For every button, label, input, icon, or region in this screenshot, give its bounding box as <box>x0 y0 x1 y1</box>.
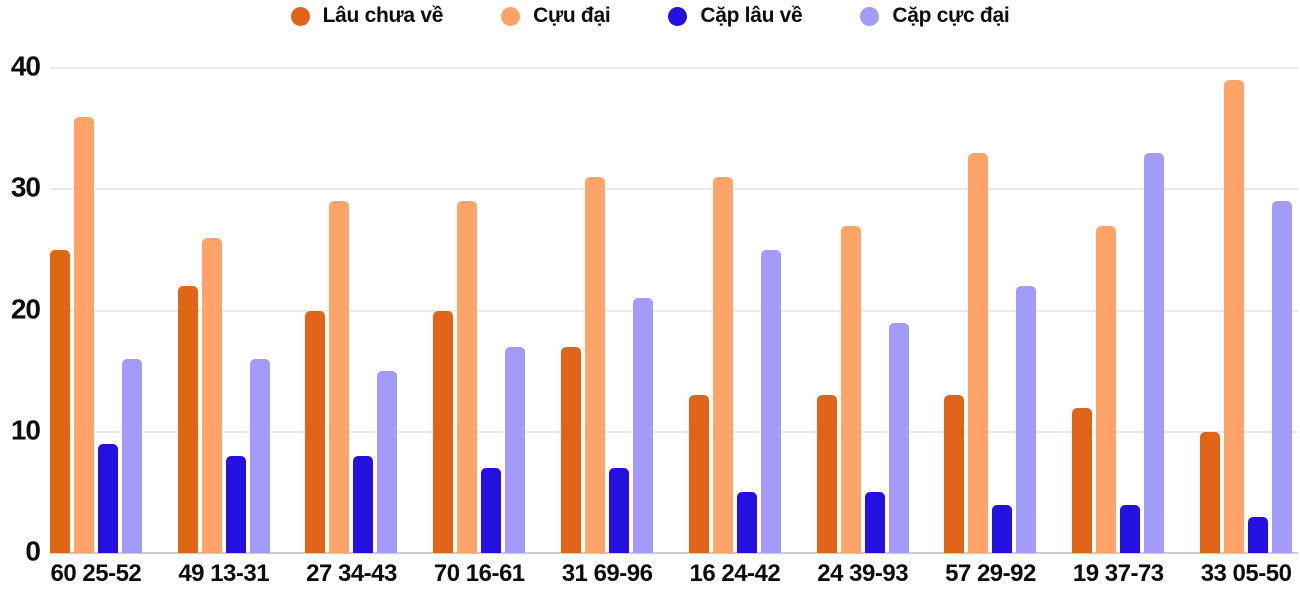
y-axis-tick-label: 30 <box>10 171 41 203</box>
bar-series-2 <box>73 116 94 553</box>
x-axis-category-label: 27 34-43 <box>306 560 397 587</box>
gridline <box>50 430 1298 433</box>
x-axis-category-label: 24 39-93 <box>817 560 909 587</box>
bar-group: 60 25-52 <box>32 68 160 587</box>
bar-group: 31 69-96 <box>543 68 671 587</box>
bar-series-3 <box>481 468 502 553</box>
bar-series-2 <box>840 225 861 553</box>
bar-series-2 <box>585 177 606 553</box>
bar-group: 19 37-73 <box>1054 68 1182 587</box>
legend-label: Cặp lâu về <box>700 4 803 27</box>
bar-series-2 <box>329 201 350 553</box>
legend-label: Cặp cực đại <box>892 4 1010 27</box>
bar-series-1 <box>49 249 70 553</box>
bar-cluster <box>671 68 799 553</box>
bar-series-4 <box>121 359 142 553</box>
bar-series-4 <box>1144 152 1165 553</box>
bar-series-4 <box>888 322 909 553</box>
bar-group: 57 29-92 <box>927 68 1055 587</box>
bar-group: 27 34-43 <box>288 68 416 587</box>
bar-cluster <box>160 68 288 553</box>
plot-area: 60 25-52 49 13-31 27 34-43 70 16-61 31 69-96… <box>49 67 1298 587</box>
gridline <box>50 188 1298 191</box>
bar-series-2 <box>457 201 478 553</box>
bar-series-1 <box>305 310 326 553</box>
bar-cluster <box>415 68 543 553</box>
x-axis-category-label: 49 13-31 <box>178 560 270 587</box>
bar-series-1 <box>561 346 582 553</box>
bar-series-4 <box>633 298 654 553</box>
x-axis-category-label: 31 69-96 <box>561 560 653 587</box>
bar-cluster <box>288 68 416 553</box>
bar-series-2 <box>712 177 733 553</box>
chart-legend: Lâu chưa về Cựu đại Cặp lâu về Cặp cực đại <box>0 4 1300 28</box>
bar-groups: 60 25-52 49 13-31 27 34-43 70 16-61 31 69-96… <box>32 68 1300 587</box>
bar-cluster <box>1182 68 1300 553</box>
bar-series-4 <box>1272 201 1293 553</box>
bar-series-1 <box>816 395 837 553</box>
legend-marker-circle-icon <box>668 6 688 26</box>
gridline <box>50 309 1298 312</box>
bar-series-4 <box>1016 286 1037 553</box>
bar-series-4 <box>377 371 398 553</box>
bar-series-4 <box>760 249 781 553</box>
bar-series-2 <box>968 152 989 553</box>
legend-marker-circle-icon <box>501 6 521 26</box>
bar-series-1 <box>433 310 454 553</box>
bar-series-1 <box>1200 431 1221 553</box>
bar-series-3 <box>736 492 757 553</box>
legend-item: Cặp lâu về <box>668 4 803 28</box>
y-axis-tick-label: 20 <box>10 292 41 324</box>
legend-marker-circle-icon <box>860 6 880 26</box>
bar-group: 16 24-42 <box>671 68 799 587</box>
x-axis-category-label: 16 24-42 <box>689 560 781 587</box>
x-axis-category-label: 60 25-52 <box>50 560 142 587</box>
bar-series-3 <box>225 456 246 553</box>
bar-group: 70 16-61 <box>415 68 543 587</box>
y-axis-tick-label: 40 <box>10 50 41 82</box>
legend-marker-circle-icon <box>290 6 310 26</box>
legend-label: Lâu chưa về <box>322 4 444 27</box>
legend-item: Cặp cực đại <box>860 4 1010 28</box>
bar-series-1 <box>177 286 198 553</box>
x-axis-line <box>50 552 1298 554</box>
x-axis-category-label: 33 05-50 <box>1200 560 1292 587</box>
bar-series-3 <box>97 443 118 553</box>
bar-series-3 <box>353 456 374 553</box>
legend-item: Cựu đại <box>501 4 611 28</box>
x-axis-category-label: 70 16-61 <box>433 560 525 587</box>
bar-cluster <box>1054 68 1182 553</box>
y-axis-tick-label: 10 <box>10 414 41 446</box>
bar-series-1 <box>688 395 709 553</box>
bar-group: 49 13-31 <box>160 68 288 587</box>
bar-series-1 <box>944 395 965 553</box>
bar-series-3 <box>1248 516 1269 553</box>
bar-cluster <box>799 68 927 553</box>
bar-series-2 <box>1096 225 1117 553</box>
bar-cluster <box>927 68 1055 553</box>
bar-series-3 <box>1120 504 1141 553</box>
bar-cluster <box>32 68 160 553</box>
bar-series-2 <box>201 237 222 553</box>
bar-series-3 <box>992 504 1013 553</box>
bar-series-3 <box>609 468 630 553</box>
bar-cluster <box>543 68 671 553</box>
bar-series-4 <box>505 346 526 553</box>
bar-group: 33 05-50 <box>1182 68 1300 587</box>
legend-label: Cựu đại <box>533 4 611 27</box>
x-axis-category-label: 19 37-73 <box>1072 560 1164 587</box>
x-axis-category-label: 57 29-92 <box>945 560 1036 587</box>
y-axis-tick-label: 0 <box>25 535 41 567</box>
gridline <box>50 67 1298 69</box>
bar-series-3 <box>864 492 885 553</box>
bar-series-2 <box>1224 80 1245 553</box>
bar-series-1 <box>1072 407 1093 553</box>
legend-item: Lâu chưa về <box>290 4 444 28</box>
bar-series-4 <box>249 359 270 553</box>
bar-group: 24 39-93 <box>799 68 927 587</box>
